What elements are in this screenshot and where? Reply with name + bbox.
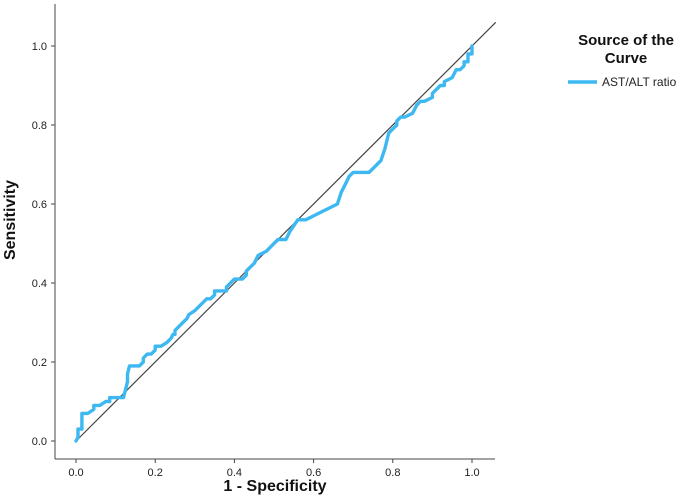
- roc-curve-line: [74, 44, 474, 443]
- y-tick-label: 0.2: [32, 357, 47, 369]
- reference-diagonal-line: [75, 21, 497, 442]
- x-tick-label: 0.8: [385, 467, 400, 479]
- y-tick-label: 0.0: [32, 436, 47, 448]
- x-tick-label: 0.6: [306, 467, 321, 479]
- y-tick-label: 0.4: [32, 278, 47, 290]
- legend-label: AST/ALT ratio: [602, 75, 677, 89]
- y-tick-label: 0.8: [32, 120, 47, 132]
- y-ticks: 0.0 0.2 0.4 0.6 0.8 1.0: [32, 41, 55, 448]
- legend-title-line-1: Source of the: [578, 32, 674, 49]
- x-axis-title: 1 - Specificity: [223, 478, 326, 495]
- x-tick-label: 0.2: [148, 467, 163, 479]
- y-tick-label: 1.0: [32, 41, 47, 53]
- legend: Source of the Curve AST/ALT ratio: [568, 32, 677, 89]
- y-tick-label: 0.6: [32, 199, 47, 211]
- x-tick-label: 0.4: [227, 467, 242, 479]
- x-tick-label: 1.0: [464, 467, 479, 479]
- y-axis-title: Sensitivity: [2, 180, 19, 260]
- plot-area: 0.0 0.2 0.4 0.6 0.8 1.0 0.0 0.2 0.4 0.6 0.8 1.0: [32, 4, 497, 479]
- x-tick-label: 0.0: [68, 467, 83, 479]
- x-ticks: 0.0 0.2 0.4 0.6 0.8 1.0: [68, 459, 480, 479]
- legend-title-line-2: Curve: [605, 50, 648, 67]
